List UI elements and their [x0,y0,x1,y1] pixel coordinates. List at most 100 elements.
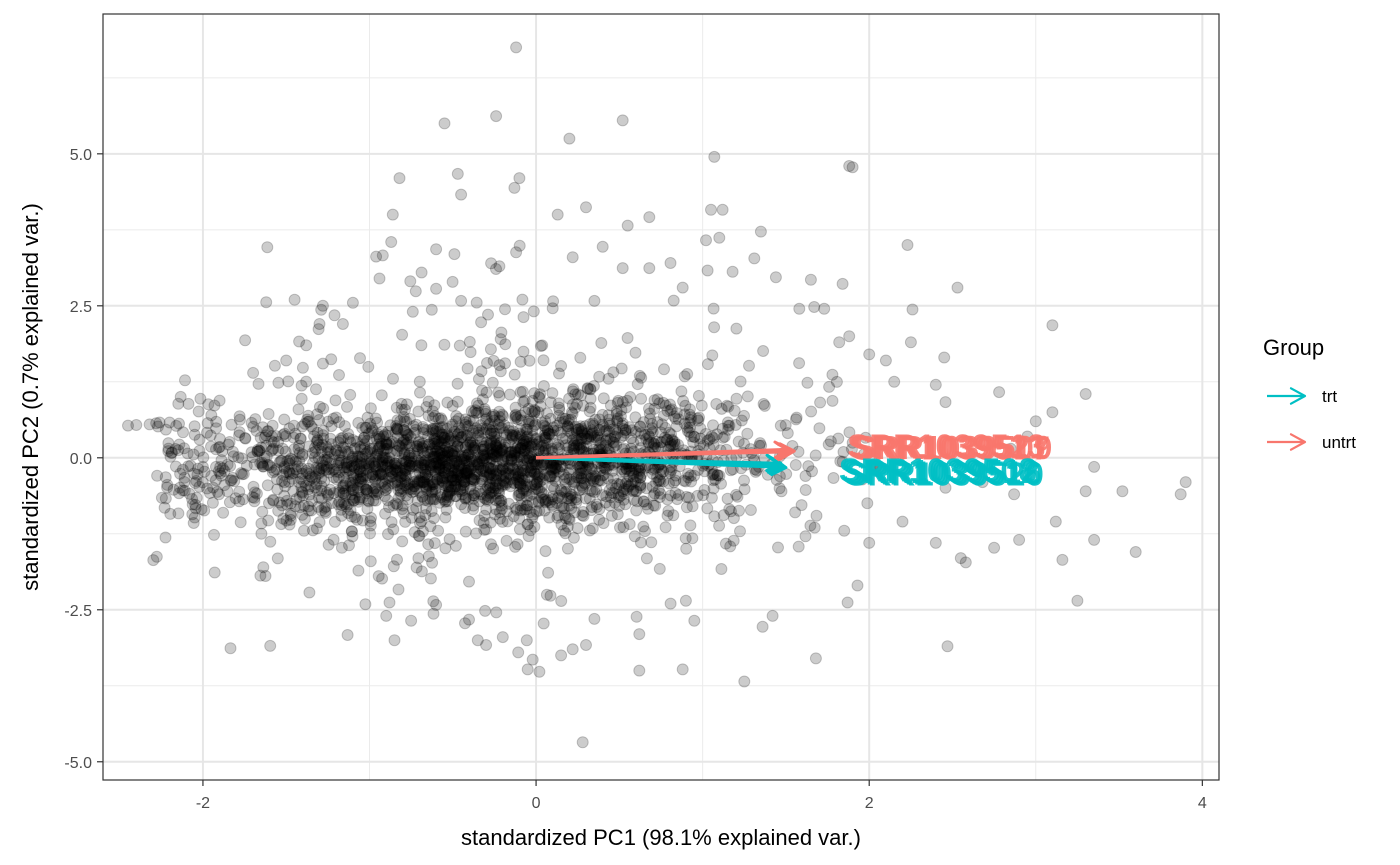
data-point [500,429,513,442]
data-point [433,435,446,448]
data-point [779,419,792,432]
data-point [799,470,812,482]
data-point [364,519,377,532]
data-point [658,363,670,376]
data-point [488,427,501,440]
data-point [417,462,430,475]
data-point [450,410,463,423]
data-point [519,480,532,493]
data-point [183,487,196,500]
data-point [487,449,500,462]
data-point [432,412,445,425]
data-point [462,419,475,432]
data-point [412,436,425,449]
data-point [320,500,333,513]
data-point [172,397,185,410]
data-point [369,473,382,486]
data-point [427,433,440,446]
data-point [412,444,425,457]
data-point [665,403,678,416]
data-point [703,433,716,446]
data-point [976,476,989,489]
data-point [482,308,494,321]
data-point [584,401,597,414]
data-point [466,475,479,488]
data-point [904,336,917,349]
data-point [808,521,821,534]
data-point [264,535,277,548]
data-point [383,437,396,450]
data-point [429,461,442,474]
data-point [371,444,384,457]
data-point [434,488,447,501]
data-point [173,438,186,451]
data-point [429,450,442,463]
data-point [455,294,468,307]
data-point [476,454,489,467]
data-point [417,423,430,436]
data-point [627,436,640,449]
data-point [361,434,374,447]
data-point [338,498,351,511]
legend-label-untrt: untrt [1322,433,1356,452]
data-point [715,563,728,575]
data-point [211,485,224,498]
data-point [453,458,466,471]
data-point [518,503,531,516]
data-point [322,463,335,475]
data-point [330,444,343,456]
data-point [528,520,541,533]
data-point [436,454,449,466]
data-point [447,449,460,462]
data-point [669,474,682,487]
data-point [400,455,412,468]
data-point [278,413,291,426]
data-point [333,449,345,462]
data-point [424,520,437,533]
minor-gridlines [103,14,1219,780]
data-point [639,525,651,538]
data-point [413,530,426,543]
data-point [730,322,743,335]
data-point [490,464,503,477]
data-point [462,460,475,473]
data-point [194,392,207,405]
data-point [575,472,588,485]
data-point [445,484,458,497]
data-point [437,444,450,457]
data-point [333,484,346,497]
data-point [561,492,574,505]
data-point [653,562,666,575]
data-point [367,485,379,498]
data-point [599,462,612,474]
data-point [239,334,252,347]
data-point [444,434,457,447]
data-point [303,474,316,487]
data-point [422,538,435,551]
data-point [680,501,693,514]
data-point [233,426,246,439]
data-point [396,457,408,470]
data-point [607,366,620,379]
x-tick-label: 4 [1198,795,1207,812]
data-point [738,483,751,496]
data-point [515,414,528,427]
data-point [327,487,340,500]
data-point [421,478,434,491]
data-point [435,451,448,464]
data-point [634,420,647,433]
data-point [415,339,428,352]
data-point [477,440,490,453]
data-point [484,442,497,455]
data-point [830,375,843,388]
data-point [603,499,616,512]
data-point [522,452,535,465]
data-point [486,425,499,438]
data-point [490,110,503,123]
data-point [457,479,470,492]
data-point [293,439,306,452]
data-point [589,472,602,485]
data-point [451,167,464,180]
x-axis-title: standardized PC1 (98.1% explained var.) [461,825,861,850]
data-point [728,404,741,417]
